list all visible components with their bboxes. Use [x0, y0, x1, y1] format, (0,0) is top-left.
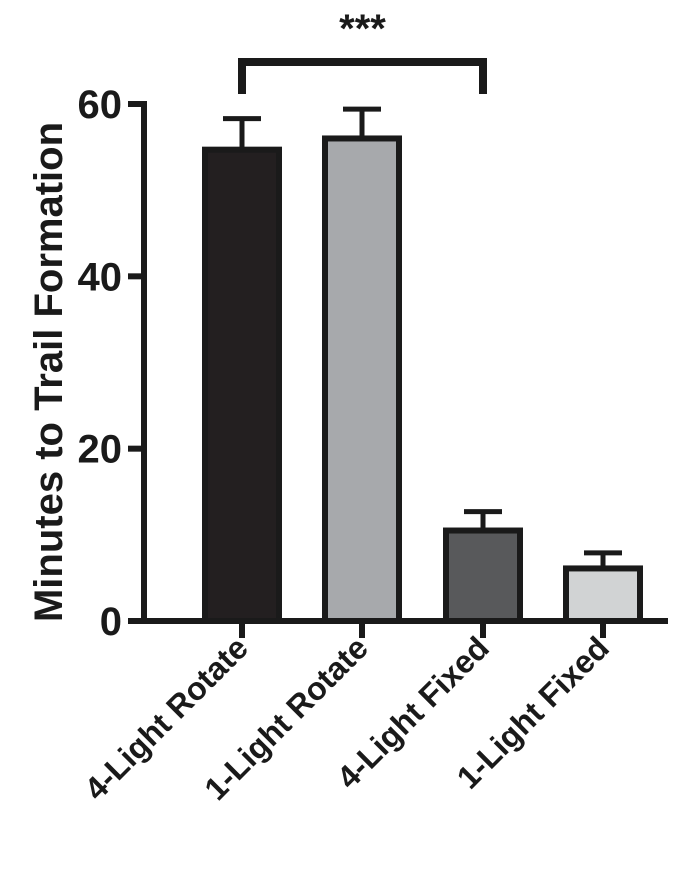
y-tick-label: 60 [78, 83, 123, 127]
y-tick-label: 0 [100, 600, 122, 644]
bar [202, 146, 282, 624]
bars [202, 135, 643, 625]
significance-bracket-line [238, 58, 487, 94]
y-tick-label: 40 [78, 255, 123, 299]
y-tick-label: 20 [78, 428, 123, 472]
bar [563, 565, 643, 625]
bar [322, 135, 402, 624]
significance-bracket: *** [238, 7, 487, 94]
y-axis-title: Minutes to Trail Formation [27, 122, 71, 622]
significance-label: *** [339, 7, 386, 51]
bar [443, 527, 523, 625]
error-bars [223, 106, 622, 569]
y-axis: 0 20 40 60 [78, 83, 147, 644]
